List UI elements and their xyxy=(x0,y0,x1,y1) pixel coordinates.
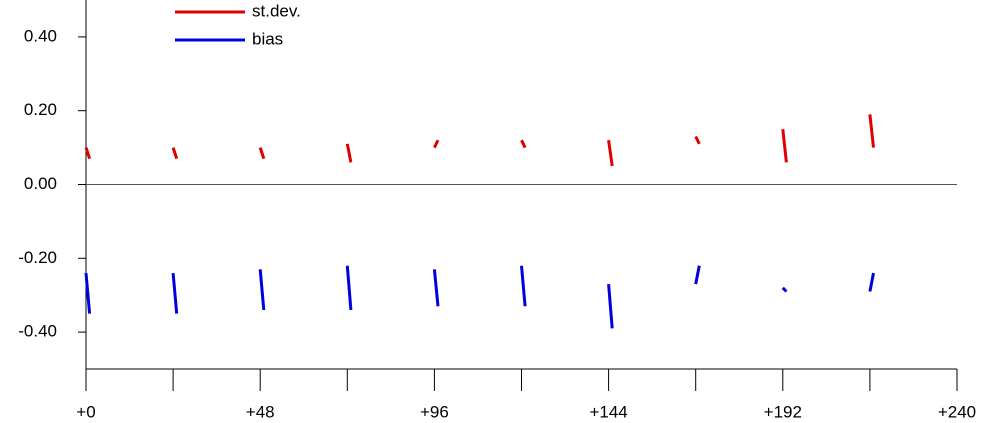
x-tick-label: +240 xyxy=(938,402,976,421)
x-tick-label: +0 xyxy=(76,402,95,421)
series-line xyxy=(84,114,875,167)
y-tick-label: -0.20 xyxy=(18,248,57,267)
legend-label: st.dev. xyxy=(252,1,301,20)
legend-label: bias xyxy=(252,29,283,48)
y-tick-label: 0.20 xyxy=(24,100,57,119)
y-tick-label: -0.40 xyxy=(18,322,57,341)
x-tick-label: +144 xyxy=(589,402,627,421)
series-line xyxy=(84,265,875,329)
x-tick-label: +192 xyxy=(764,402,802,421)
y-tick-label: 0.40 xyxy=(24,26,57,45)
x-tick-label: +96 xyxy=(420,402,449,421)
x-tick-label: +48 xyxy=(246,402,275,421)
y-tick-label: 0.00 xyxy=(24,174,57,193)
